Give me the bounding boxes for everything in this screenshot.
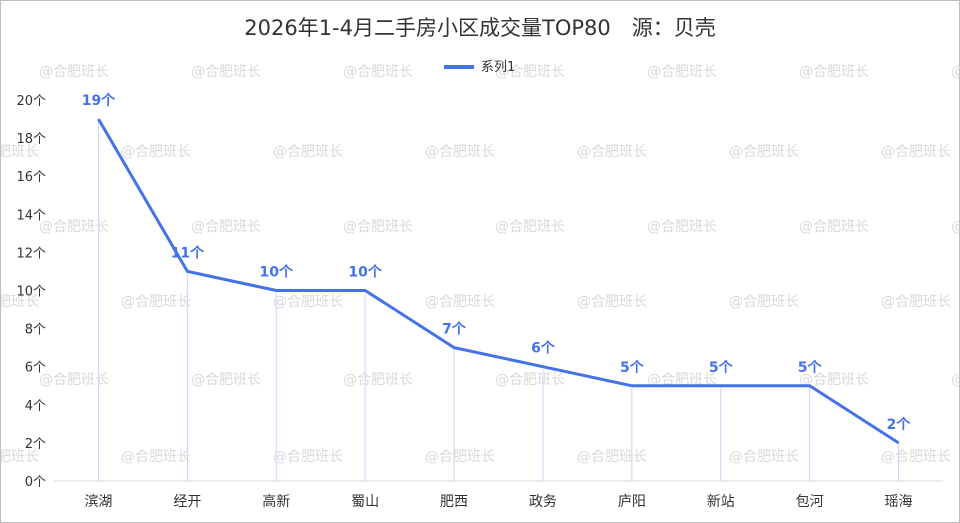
y-tick-label: 14个 — [16, 208, 46, 223]
watermark-text: @合肥班长 — [729, 294, 799, 310]
watermark-text: @合肥班长 — [647, 64, 717, 80]
drop-lines — [97, 119, 900, 481]
watermark-text: @合肥班长 — [495, 64, 565, 80]
watermark-text: @合肥班长 — [191, 64, 261, 80]
data-label: 6个 — [531, 340, 556, 357]
series-line[interactable] — [97, 118, 900, 445]
data-label: 19个 — [82, 92, 116, 109]
watermark-text: @合肥班长 — [425, 294, 495, 310]
watermark-text: @合肥班长 — [191, 219, 261, 235]
watermark-text: @合肥班长 — [799, 64, 869, 80]
y-tick-label: 4个 — [25, 399, 46, 414]
x-tick-label: 瑶海 — [885, 494, 913, 510]
watermark-text: @合肥班长 — [577, 449, 647, 465]
watermark-text: @合肥班长 — [273, 449, 343, 465]
x-tick-label: 肥西 — [440, 494, 468, 510]
y-tick-label: 12个 — [16, 246, 46, 261]
data-label: 11个 — [171, 244, 205, 261]
x-axis-ticks: 滨湖 经开 高新 蜀山 肥西 政务 庐阳 新站 包河 瑶海 — [84, 493, 912, 510]
x-tick-label: 经开 — [173, 494, 201, 510]
watermark-text: @合肥班长 — [729, 449, 799, 465]
watermark-text: @合肥班长 — [39, 219, 109, 235]
watermark-text: @合肥班长 — [647, 219, 717, 235]
y-tick-label: 2个 — [25, 437, 46, 452]
watermark-text: @合肥班长 — [1, 449, 39, 465]
watermark-text: @合肥班长 — [1, 294, 39, 310]
data-label: 5个 — [798, 359, 823, 376]
x-tick-label: 新站 — [707, 494, 735, 510]
chart-title: 2026年1-4月二手房小区成交量TOP80 源：贝壳 — [244, 16, 715, 40]
x-tick-label: 庐阳 — [618, 494, 646, 510]
watermark-text: @合肥班长 — [425, 449, 495, 465]
watermark-text: @合肥班长 — [951, 372, 959, 388]
x-tick-label: 包河 — [796, 494, 824, 510]
watermark-text: @合肥班长 — [273, 144, 343, 160]
watermark-text: @合肥班长 — [39, 64, 109, 80]
watermark-text: @合肥班长 — [343, 219, 413, 235]
y-axis-ticks: 0个 2个 4个 6个 8个 10个 12个 14个 16个 18个 20个 — [16, 94, 46, 490]
y-tick-label: 8个 — [25, 323, 46, 338]
watermark-text: @合肥班长 — [495, 372, 565, 388]
y-tick-label: 0个 — [25, 475, 46, 490]
watermark-text: @合肥班长 — [1, 144, 39, 160]
data-label: 5个 — [709, 359, 734, 376]
y-tick-label: 16个 — [16, 170, 46, 185]
x-tick-label: 政务 — [529, 494, 557, 510]
y-tick-label: 6个 — [25, 361, 46, 376]
legend[interactable]: 系列1 — [444, 60, 515, 75]
watermark-text: @合肥班长 — [121, 144, 191, 160]
watermark-layer: @合肥班长 @合肥班长 @合肥班长 @合肥班长 @合肥班长 @合肥班长 @合肥班长 @合肥班长… — [1, 64, 959, 465]
x-tick-label: 滨湖 — [84, 494, 112, 510]
watermark-text: @合肥班长 — [881, 144, 951, 160]
watermark-text: @合肥班长 — [425, 144, 495, 160]
data-label: 10个 — [260, 264, 294, 281]
y-tick-label: 18个 — [16, 132, 46, 147]
watermark-text: @合肥班长 — [39, 372, 109, 388]
y-tick-label: 20个 — [16, 94, 46, 109]
watermark-text: @合肥班长 — [495, 219, 565, 235]
data-label: 2个 — [887, 416, 912, 433]
data-labels: 19个 11个 10个 10个 7个 6个 5个 5个 5个 2个 — [82, 92, 912, 433]
watermark-text: @合肥班长 — [881, 449, 951, 465]
watermark-text: @合肥班长 — [121, 449, 191, 465]
watermark-text: @合肥班长 — [799, 372, 869, 388]
watermark-text: @合肥班长 — [273, 294, 343, 310]
watermark-text: @合肥班长 — [951, 64, 959, 80]
watermark-text: @合肥班长 — [951, 219, 959, 235]
watermark-text: @合肥班长 — [577, 144, 647, 160]
y-tick-label: 10个 — [16, 285, 46, 300]
watermark-text: @合肥班长 — [729, 144, 799, 160]
watermark-text: @合肥班长 — [647, 372, 717, 388]
watermark-text: @合肥班长 — [121, 294, 191, 310]
x-tick-label: 蜀山 — [351, 494, 379, 510]
data-label: 7个 — [442, 321, 467, 338]
data-label: 5个 — [620, 359, 645, 376]
data-label: 10个 — [348, 264, 382, 281]
watermark-text: @合肥班长 — [191, 372, 261, 388]
watermark-text: @合肥班长 — [343, 372, 413, 388]
x-tick-label: 高新 — [262, 493, 290, 510]
watermark-text: @合肥班长 — [577, 294, 647, 310]
legend-label: 系列1 — [481, 60, 515, 75]
watermark-text: @合肥班长 — [881, 294, 951, 310]
watermark-text: @合肥班长 — [343, 64, 413, 80]
watermark-text: @合肥班长 — [799, 219, 869, 235]
